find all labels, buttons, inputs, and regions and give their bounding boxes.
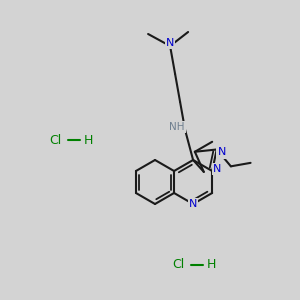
Text: NH: NH	[169, 122, 185, 132]
Text: H: H	[206, 259, 216, 272]
Text: Cl: Cl	[49, 134, 61, 146]
Text: Cl: Cl	[172, 259, 184, 272]
Text: N: N	[189, 199, 197, 209]
Text: N: N	[213, 164, 221, 174]
Text: N: N	[218, 148, 226, 158]
Text: H: H	[83, 134, 93, 146]
Text: N: N	[166, 38, 174, 48]
